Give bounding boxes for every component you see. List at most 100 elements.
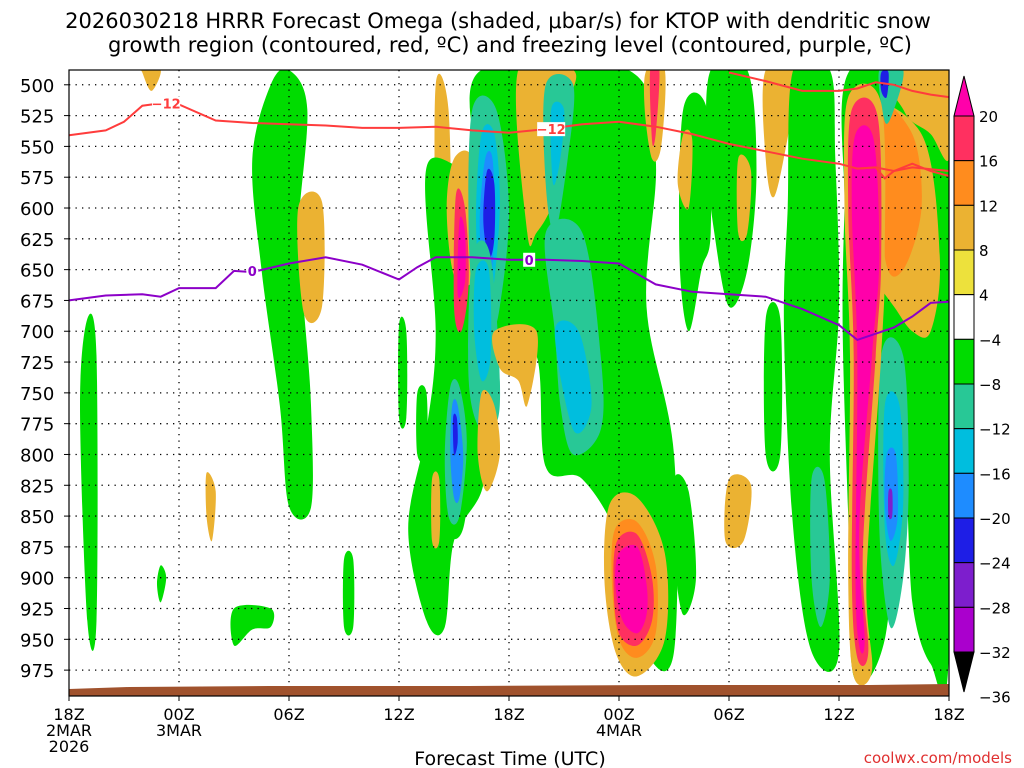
- x-tick-label: 12Z: [823, 705, 854, 724]
- omega-regions: [80, 70, 949, 696]
- omega-region: [888, 488, 893, 520]
- omega-shading: [80, 70, 949, 696]
- y-tick-label: 500: [20, 76, 54, 97]
- omega-region: [398, 316, 408, 429]
- omega-region: [736, 154, 752, 242]
- chart-title-line1: 2026030218 HRRR Forecast Omega (shaded, …: [65, 9, 931, 33]
- x-tick-date-label: 4MAR: [596, 721, 642, 740]
- axes: 500 525 550 575 600 625 650 675 700 725 750 775 800 8…: [20, 69, 965, 756]
- colorbar-top-cap: [953, 75, 975, 117]
- freezing-level-label-bg: [523, 252, 536, 267]
- omega-region: [140, 70, 161, 91]
- gridlines: [69, 70, 949, 696]
- omega-region: [252, 70, 313, 520]
- terrain: [69, 684, 949, 696]
- y-tick-label: 550: [20, 137, 54, 158]
- x-tick-label: 18Z: [53, 705, 84, 724]
- omega-region: [473, 260, 492, 382]
- omega-region: [883, 70, 949, 161]
- terrain-band: [69, 684, 949, 696]
- omega-region: [342, 550, 355, 636]
- colorbar-label: 12: [979, 197, 998, 215]
- colorbar-label: −24: [979, 555, 1011, 573]
- dsg-contour-right: [857, 162, 950, 180]
- y-tick-label: 975: [20, 661, 54, 682]
- omega-region: [874, 102, 922, 277]
- x-tick-label: 18Z: [493, 705, 524, 724]
- omega-region: [724, 474, 752, 549]
- omega-region: [477, 389, 501, 492]
- dsg-label: −12: [537, 123, 566, 138]
- colorbar-bin: [953, 338, 975, 385]
- y-tick-label: 525: [20, 107, 54, 128]
- x-tick-date-label: 2MAR: [46, 721, 92, 740]
- omega-region: [230, 604, 275, 646]
- credit-text: coolwx.com/models: [864, 749, 1012, 767]
- dsg-label-bg: [537, 122, 566, 137]
- y-tick-label: 675: [20, 291, 54, 312]
- y-tick-label: 825: [20, 476, 54, 497]
- omega-region: [483, 168, 496, 258]
- omega-region: [157, 565, 167, 603]
- colorbar-bin: [953, 562, 975, 608]
- dsg-label: −12: [152, 97, 181, 112]
- colorbar-label: 16: [979, 153, 998, 171]
- x-tick-label: 00Z: [603, 705, 634, 724]
- omega-region: [810, 466, 830, 627]
- dsg-contour-top: [728, 71, 950, 99]
- colorbar-bin: [953, 160, 975, 206]
- freezing-level-contour: [68, 256, 950, 342]
- omega-region: [677, 129, 693, 210]
- omega-region: [297, 191, 325, 324]
- x-tick-label: 06Z: [273, 705, 304, 724]
- colorbar-bin: [953, 383, 975, 430]
- colorbar-bin: [953, 517, 975, 564]
- colorbar-label: −16: [979, 465, 1011, 483]
- y-tick-label: 950: [20, 630, 54, 651]
- omega-region: [452, 413, 458, 456]
- dsg-label-bg: [152, 96, 181, 111]
- freezing-level-label: 0: [248, 265, 257, 280]
- colorbar-label: −32: [979, 644, 1011, 662]
- colorbar-label: −8: [979, 376, 1001, 394]
- x-axis-label: Forecast Time (UTC): [414, 748, 605, 768]
- y-tick-label: 750: [20, 384, 54, 405]
- colorbar-bin: [953, 204, 975, 251]
- omega-region: [615, 544, 648, 634]
- x-tick-date-label: 3MAR: [156, 721, 202, 740]
- colorbar-label: −12: [979, 421, 1011, 439]
- colorbar-label: 4: [979, 287, 989, 305]
- y-tick-label: 625: [20, 230, 54, 251]
- colorbar-bin: [953, 428, 975, 474]
- colorbar-label: −36: [979, 689, 1011, 707]
- colorbar-bin: [953, 115, 975, 162]
- omega-region: [763, 301, 783, 472]
- x-tick-label: 12Z: [383, 705, 414, 724]
- y-tick-label: 850: [20, 507, 54, 528]
- colorbar-label: −28: [979, 599, 1011, 617]
- y-tick-label: 725: [20, 353, 54, 374]
- y-tick-label: 575: [20, 168, 54, 189]
- omega-region: [851, 125, 880, 654]
- colorbar: 20 16 12 8 4 −4 −8 −12 −16 −20 −24 −28 −32 −36: [953, 75, 1011, 707]
- y-tick-label: 800: [20, 445, 54, 466]
- colorbar-bin: [953, 294, 975, 340]
- x-tick-label: 18Z: [933, 705, 964, 724]
- chart-title-line2: growth region (contoured, red, ºC) and f…: [108, 33, 912, 57]
- freezing-level-label-bg: [246, 263, 259, 278]
- colorbar-bin: [953, 606, 975, 653]
- omega-region: [554, 320, 592, 434]
- omega-region: [706, 70, 757, 308]
- y-tick-label: 600: [20, 199, 54, 220]
- freezing-level-label: 0: [525, 254, 534, 269]
- omega-region: [80, 313, 98, 651]
- colorbar-bin: [953, 472, 975, 519]
- colorbar-label: −20: [979, 510, 1011, 528]
- colorbar-label: 8: [979, 242, 989, 260]
- omega-region: [672, 474, 697, 616]
- y-tick-label: 650: [20, 261, 54, 282]
- colorbar-bottom-cap: [953, 651, 975, 693]
- y-tick-label: 700: [20, 322, 54, 343]
- y-tick-label: 925: [20, 600, 54, 621]
